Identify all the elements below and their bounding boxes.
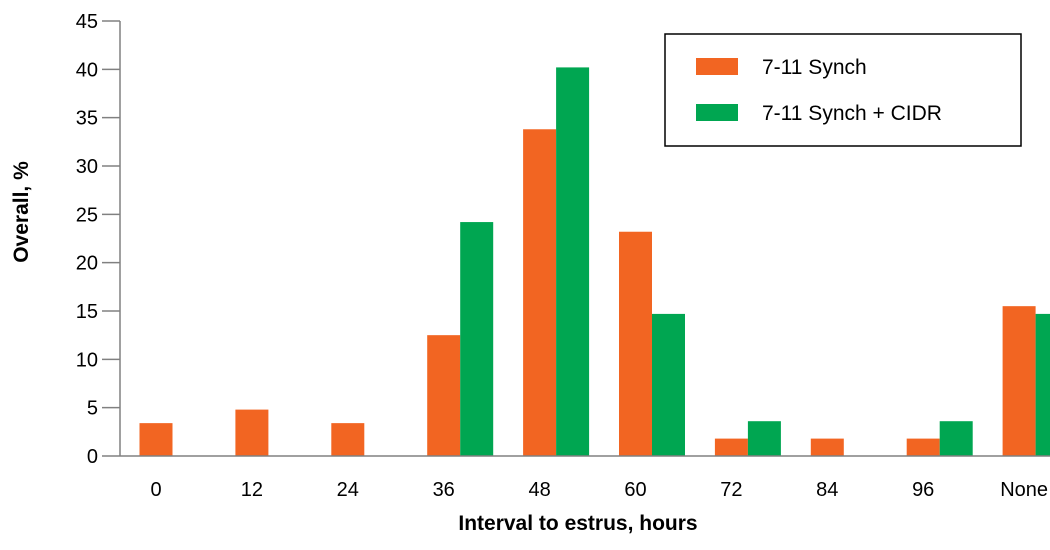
legend: 7-11 Synch 7-11 Synch + CIDR [664,33,1022,147]
x-tick-label: 48 [528,479,550,501]
legend-label-series-2: 7-11 Synch + CIDR [762,102,942,125]
x-axis-title: Interval to estrus, hours [458,512,697,535]
y-tick-label: 35 [76,108,98,130]
bar-series-1 [714,438,748,456]
bar-series-1 [1002,306,1036,456]
x-tick-label: None [1000,479,1048,501]
x-axis: 0 12 24 36 48 60 72 84 96 None [120,455,1050,501]
y-axis-title: Overall, % [10,161,33,263]
bar-series-1 [619,231,652,456]
y-tick-label: 10 [76,349,98,371]
y-tick-label: 25 [76,204,98,226]
y-axis: 0 5 10 15 20 25 30 35 40 45 [76,11,121,468]
x-tick-label: 0 [150,479,161,501]
y-tick-label: 0 [87,446,98,468]
y-tick-label: 5 [87,398,98,420]
y-tick-label: 15 [76,301,98,323]
bar-series-1 [906,438,940,456]
y-tick-label: 40 [76,59,98,81]
legend-swatch-series-1 [696,58,738,75]
bar-series-2 [1035,313,1050,456]
bar-series-1 [139,423,173,456]
bar-series-2 [556,67,590,457]
x-tick-label: 72 [720,479,742,501]
legend-swatch-series-2 [696,104,738,121]
y-tick-label: 45 [76,11,98,33]
y-tick-label: 20 [76,253,98,275]
x-tick-label: 60 [624,479,646,501]
legend-box [664,33,1022,147]
x-tick-label: 24 [337,479,359,501]
bars-layer [139,67,1050,457]
bar-series-1 [810,438,844,456]
x-tick-label: 36 [433,479,455,501]
bar-series-2 [652,313,685,456]
bar-series-1 [427,335,461,456]
x-tick-label: 84 [816,479,838,501]
bar-series-2 [747,421,781,456]
bar-series-1 [523,129,557,456]
bar-series-1 [331,423,365,456]
legend-label-series-1: 7-11 Synch [762,56,867,79]
bar-series-2 [939,421,973,456]
x-tick-label: 12 [241,479,263,501]
x-tick-label: 96 [912,479,934,501]
y-tick-label: 30 [76,156,98,178]
bar-series-2 [460,222,494,456]
bar-series-1 [235,409,269,456]
